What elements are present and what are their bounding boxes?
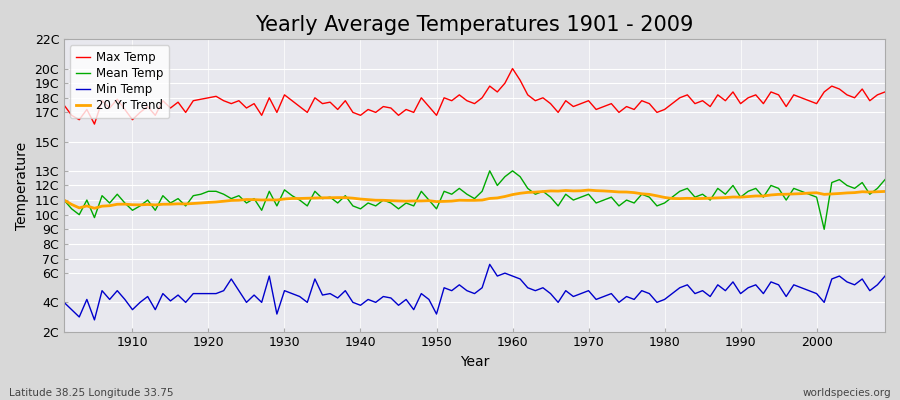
Max Temp <box>879 90 890 94</box>
Line: Max Temp: Max Temp <box>64 68 885 124</box>
Mean Temp <box>606 195 616 200</box>
20 Yr Trend <box>340 195 351 200</box>
Max Temp <box>127 117 138 122</box>
Min Temp <box>58 300 69 305</box>
20 Yr Trend <box>879 189 890 194</box>
Min Temp <box>89 318 100 322</box>
Max Temp <box>58 103 69 108</box>
20 Yr Trend <box>58 198 69 202</box>
Line: Min Temp: Min Temp <box>64 264 885 320</box>
Min Temp <box>522 285 533 290</box>
Text: Latitude 38.25 Longitude 33.75: Latitude 38.25 Longitude 33.75 <box>9 388 174 398</box>
Max Temp <box>340 98 351 103</box>
Max Temp <box>522 92 533 97</box>
Legend: Max Temp, Mean Temp, Min Temp, 20 Yr Trend: Max Temp, Mean Temp, Min Temp, 20 Yr Tre… <box>70 45 169 118</box>
Mean Temp <box>287 193 298 198</box>
Title: Yearly Average Temperatures 1901 - 2009: Yearly Average Temperatures 1901 - 2009 <box>256 15 694 35</box>
20 Yr Trend <box>515 191 526 196</box>
X-axis label: Year: Year <box>460 355 490 369</box>
Mean Temp <box>120 200 130 205</box>
Max Temp <box>294 104 305 109</box>
20 Yr Trend <box>507 192 517 197</box>
20 Yr Trend <box>127 202 138 207</box>
Mean Temp <box>879 177 890 182</box>
Min Temp <box>879 274 890 278</box>
Line: Mean Temp: Mean Temp <box>64 171 885 229</box>
20 Yr Trend <box>614 190 625 194</box>
Mean Temp <box>819 227 830 232</box>
Max Temp <box>507 66 517 71</box>
Min Temp <box>515 276 526 281</box>
Mean Temp <box>58 198 69 202</box>
Mean Temp <box>507 168 517 173</box>
Y-axis label: Temperature: Temperature <box>15 141 29 230</box>
Mean Temp <box>515 174 526 179</box>
Max Temp <box>515 78 526 83</box>
Min Temp <box>614 300 625 305</box>
20 Yr Trend <box>583 188 594 192</box>
Max Temp <box>614 110 625 115</box>
Min Temp <box>484 262 495 267</box>
Min Temp <box>340 288 351 293</box>
Max Temp <box>89 122 100 126</box>
Mean Temp <box>332 200 343 205</box>
20 Yr Trend <box>89 206 100 211</box>
Text: worldspecies.org: worldspecies.org <box>803 388 891 398</box>
Line: 20 Yr Trend: 20 Yr Trend <box>64 190 885 208</box>
Min Temp <box>294 294 305 299</box>
Min Temp <box>127 307 138 312</box>
20 Yr Trend <box>294 196 305 201</box>
Mean Temp <box>484 168 495 173</box>
